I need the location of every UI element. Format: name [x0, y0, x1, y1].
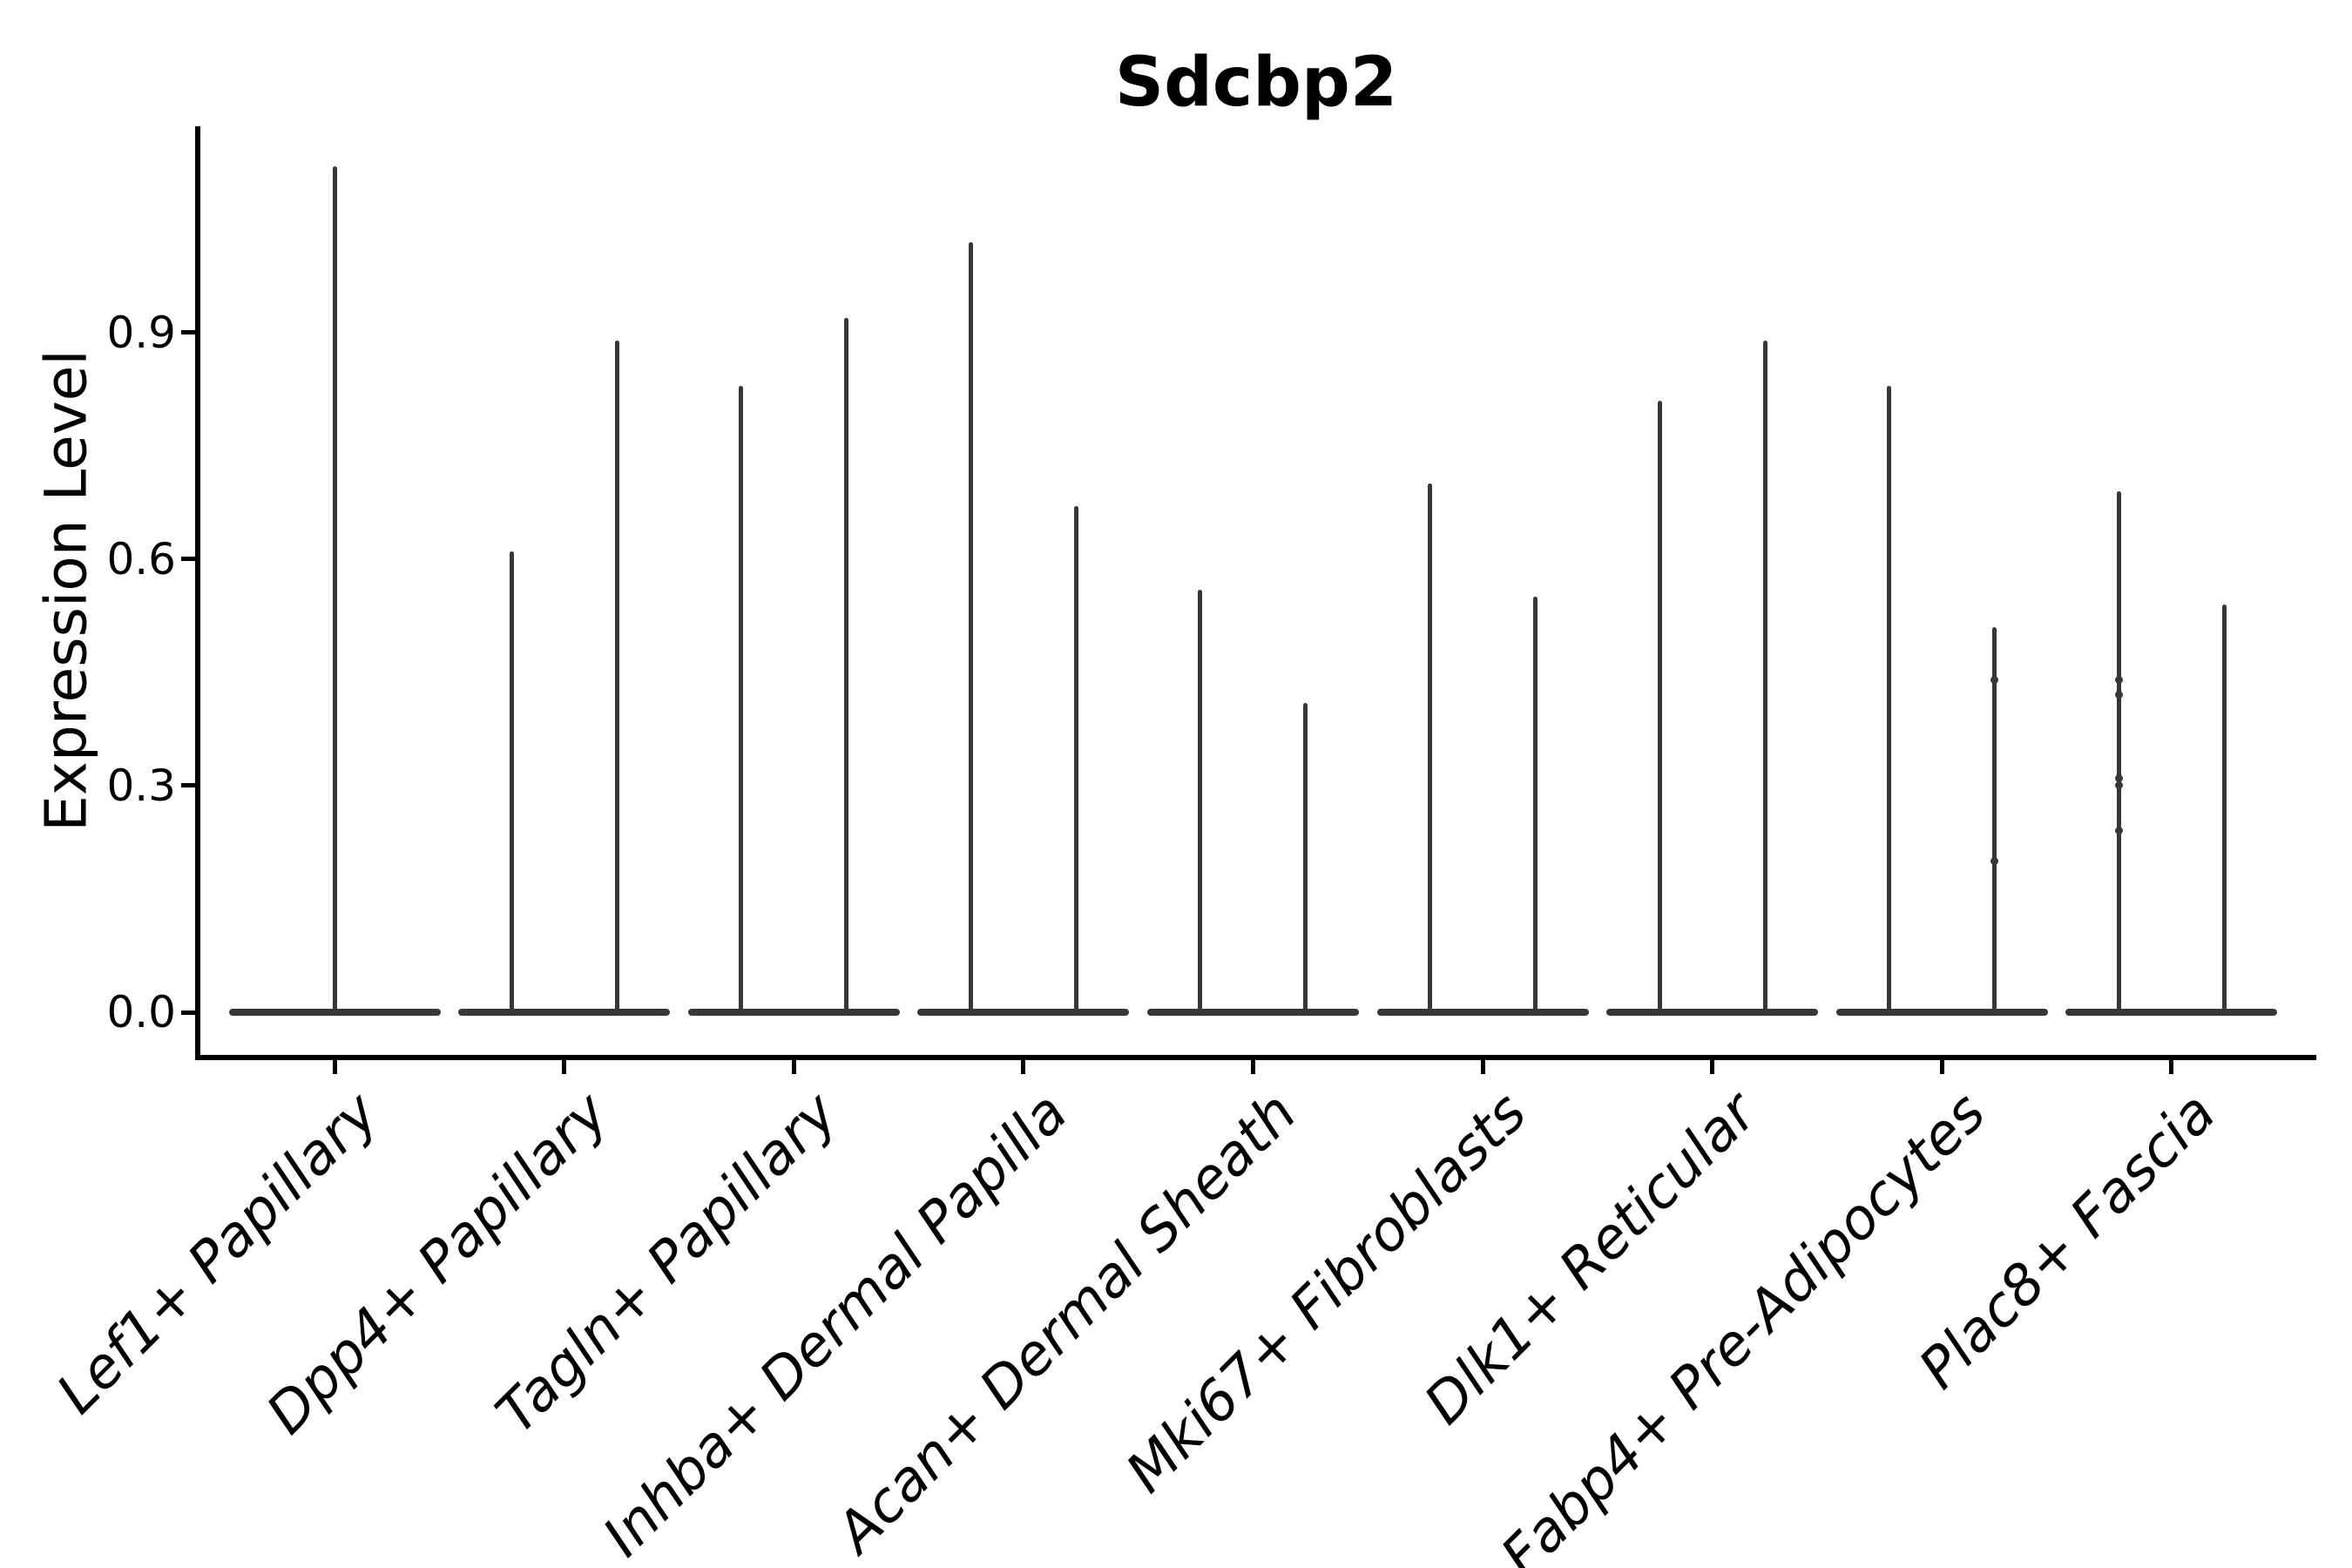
violin-needle	[1887, 385, 1892, 1016]
x-tick-mark	[562, 1060, 567, 1074]
y-axis-label: Expression Level	[32, 349, 100, 832]
x-axis-spine	[195, 1055, 2316, 1060]
violin-needle	[1992, 626, 1997, 1016]
violin-jitter-dot	[2114, 676, 2123, 685]
violin-base	[2065, 1009, 2278, 1016]
x-tick-mark	[1480, 1060, 1485, 1074]
chart-title: Sdcbp2	[1114, 44, 1398, 122]
violin-base	[1146, 1009, 1359, 1016]
violin-needle	[739, 385, 744, 1016]
x-tick-mark	[1250, 1060, 1255, 1074]
y-tick-mark	[181, 330, 195, 335]
violin-needle	[1303, 702, 1308, 1016]
violin-base	[687, 1009, 900, 1016]
violin-jitter-dot	[2114, 691, 2123, 700]
x-tick-label: Acan+ Dermal Sheath	[824, 1080, 1310, 1565]
violin-base	[458, 1009, 671, 1016]
y-tick-mark	[181, 557, 195, 562]
violin-base	[1606, 1009, 1819, 1016]
x-tick-mark	[2169, 1060, 2174, 1074]
violin-needle	[2116, 490, 2121, 1016]
y-tick-label: 0.3	[106, 760, 176, 811]
x-tick-mark	[1939, 1060, 1944, 1074]
x-tick-mark	[1710, 1060, 1715, 1074]
x-tick-label: Inhba+ Dermal Papilla	[591, 1080, 1080, 1568]
violin-needle	[614, 340, 619, 1016]
y-tick-mark	[181, 783, 195, 788]
violin-jitter-dot	[2114, 781, 2123, 790]
violin-needle	[1762, 340, 1767, 1016]
y-tick-label: 0.6	[106, 533, 176, 585]
x-tick-mark	[791, 1060, 796, 1074]
violin-jitter-dot	[2114, 774, 2123, 782]
y-tick-mark	[181, 1010, 195, 1015]
violin-needle	[1533, 597, 1538, 1016]
x-tick-mark	[1021, 1060, 1026, 1074]
violin-needle	[2221, 604, 2227, 1016]
violin-needle	[1073, 506, 1078, 1016]
violin-needle	[1198, 589, 1203, 1016]
y-axis-spine	[195, 126, 200, 1060]
violin-jitter-dot	[2114, 827, 2123, 835]
violin-jitter-dot	[1990, 857, 1999, 866]
violin-needle	[844, 317, 849, 1016]
violin-needle	[1657, 400, 1662, 1016]
violin-jitter-dot	[1990, 676, 1999, 685]
y-tick-label: 0.0	[106, 987, 176, 1037]
violin-base	[1376, 1009, 1589, 1016]
y-tick-label: 0.9	[106, 307, 176, 358]
violin-needle	[509, 551, 514, 1016]
violin-needle	[1428, 483, 1432, 1016]
violin-needle	[332, 166, 337, 1016]
violin-base	[917, 1009, 1130, 1016]
x-tick-label: Mki67+ Fibroblasts	[1114, 1080, 1539, 1506]
violin-needle	[968, 241, 973, 1016]
x-tick-mark	[332, 1060, 337, 1074]
violin-base	[1835, 1009, 2048, 1016]
